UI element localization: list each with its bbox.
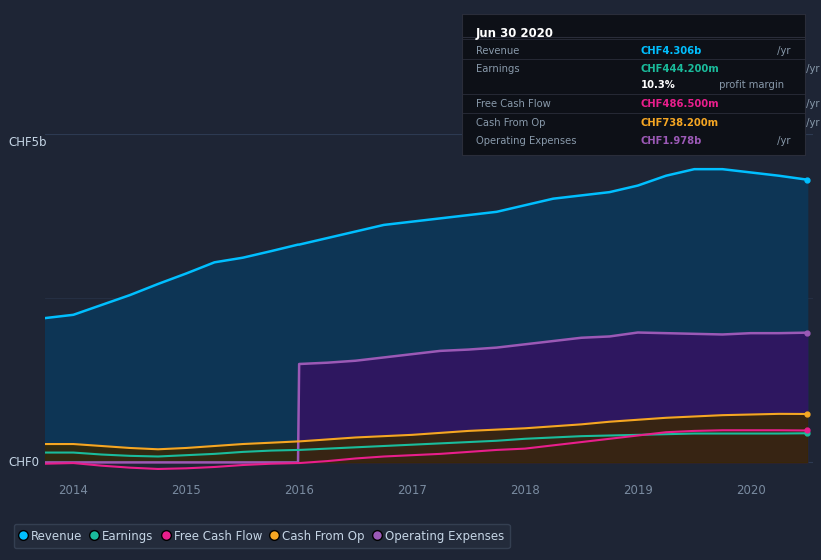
Text: CHF486.500m: CHF486.500m	[640, 99, 719, 109]
Text: Free Cash Flow: Free Cash Flow	[476, 99, 551, 109]
Text: /yr: /yr	[774, 136, 791, 146]
Text: /yr: /yr	[803, 118, 819, 128]
Text: CHF444.200m: CHF444.200m	[640, 64, 719, 74]
Text: CHF738.200m: CHF738.200m	[640, 118, 719, 128]
Text: CHF0: CHF0	[8, 455, 39, 469]
Text: profit margin: profit margin	[716, 80, 784, 90]
Text: CHF5b: CHF5b	[8, 136, 47, 150]
Legend: Revenue, Earnings, Free Cash Flow, Cash From Op, Operating Expenses: Revenue, Earnings, Free Cash Flow, Cash …	[14, 524, 510, 548]
Text: CHF1.978b: CHF1.978b	[640, 136, 702, 146]
Text: /yr: /yr	[803, 64, 819, 74]
Text: Earnings: Earnings	[476, 64, 520, 74]
Text: CHF4.306b: CHF4.306b	[640, 46, 702, 55]
Text: /yr: /yr	[774, 46, 791, 55]
Text: /yr: /yr	[803, 99, 819, 109]
Text: 10.3%: 10.3%	[640, 80, 676, 90]
Text: Cash From Op: Cash From Op	[476, 118, 545, 128]
Text: Jun 30 2020: Jun 30 2020	[476, 27, 554, 40]
Text: Operating Expenses: Operating Expenses	[476, 136, 576, 146]
Text: Revenue: Revenue	[476, 46, 520, 55]
